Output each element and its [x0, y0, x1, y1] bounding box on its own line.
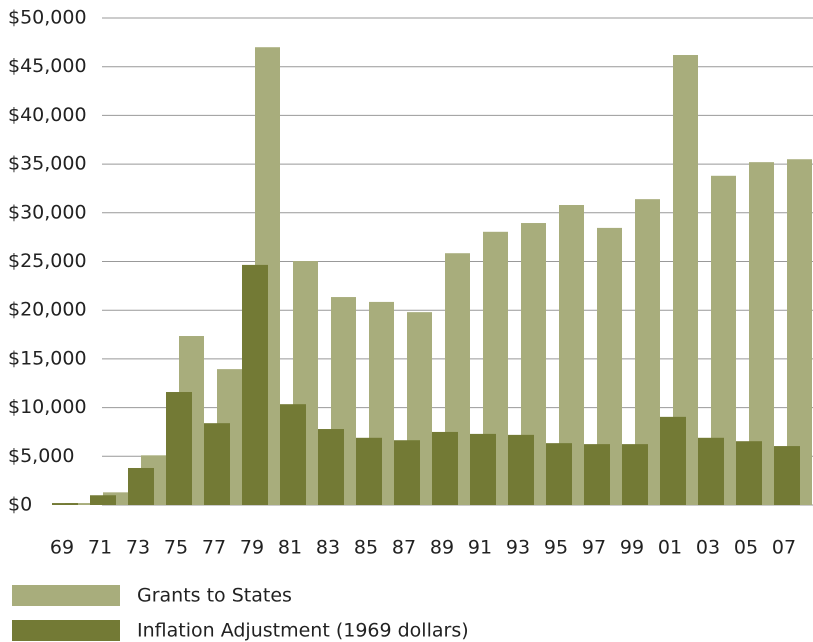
bar [584, 444, 610, 505]
legend-label: Grants to States [137, 585, 292, 607]
legend-label: Inflation Adjustment (1969 dollars) [137, 620, 469, 642]
x-tick-label: 99 [620, 537, 644, 559]
x-tick-label: 79 [240, 537, 264, 559]
x-tick-label: 01 [658, 537, 682, 559]
bar [52, 503, 78, 505]
bar [546, 443, 572, 505]
x-tick-label: 03 [696, 537, 720, 559]
bar [394, 440, 420, 505]
y-tick-label: $30,000 [8, 201, 87, 223]
y-tick-label: $35,000 [8, 153, 87, 175]
y-tick-label: $10,000 [8, 396, 87, 418]
x-tick-label: 91 [468, 537, 492, 559]
bar [128, 467, 154, 505]
legend-swatch [12, 585, 120, 606]
bar [242, 264, 268, 505]
y-tick-label: $25,000 [8, 250, 87, 272]
bar [508, 434, 534, 505]
x-tick-label: 83 [316, 537, 340, 559]
y-tick-label: $45,000 [8, 55, 87, 77]
y-tick-label: $20,000 [8, 299, 87, 321]
x-tick-label: 05 [734, 537, 758, 559]
x-tick-label: 97 [582, 537, 606, 559]
x-tick-label: 81 [278, 537, 302, 559]
x-tick-label: 77 [202, 537, 226, 559]
y-tick-label: $40,000 [8, 104, 87, 126]
bar [90, 495, 116, 505]
bar [356, 437, 382, 505]
bar [432, 431, 458, 505]
x-tick-label: 69 [50, 537, 74, 559]
y-tick-label: $5,000 [8, 445, 74, 467]
y-tick-label: $15,000 [8, 347, 87, 369]
bar [774, 446, 800, 505]
bar [166, 392, 192, 505]
bar [736, 441, 762, 505]
x-tick-label: 71 [88, 537, 112, 559]
x-tick-label: 75 [164, 537, 188, 559]
x-tick-label: 89 [430, 537, 454, 559]
legend-swatch [12, 620, 120, 641]
x-tick-label: 85 [354, 537, 378, 559]
bar [470, 433, 496, 505]
x-tick-label: 87 [392, 537, 416, 559]
x-tick-label: 93 [506, 537, 530, 559]
bar [280, 404, 306, 505]
x-tick-label: 95 [544, 537, 568, 559]
x-tick-label: 07 [772, 537, 796, 559]
bar [698, 437, 724, 505]
bar [660, 416, 686, 505]
bar [622, 444, 648, 505]
x-tick-label: 73 [126, 537, 150, 559]
y-tick-label: $50,000 [8, 7, 87, 29]
bar [318, 429, 344, 505]
y-tick-label: $0 [8, 494, 32, 516]
bar [204, 423, 230, 505]
